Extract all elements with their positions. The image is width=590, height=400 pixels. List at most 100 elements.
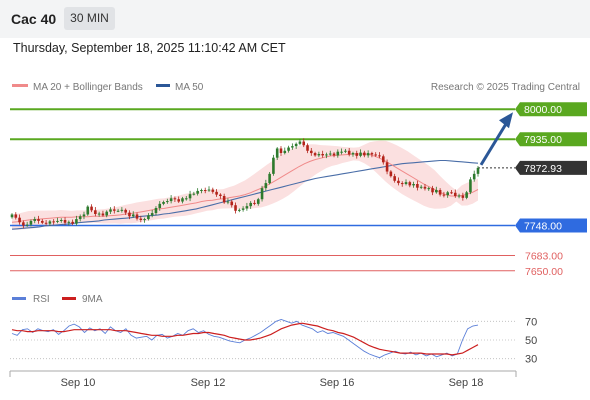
candle-body <box>287 147 290 151</box>
candle-body <box>328 153 332 155</box>
candle-body <box>207 189 211 191</box>
projection-arrow-shaft <box>479 121 509 166</box>
candle-body <box>173 198 177 200</box>
level-tag-resistance <box>515 132 587 147</box>
candle-body <box>306 145 309 151</box>
candle-body <box>325 154 328 156</box>
candle-body <box>90 206 93 211</box>
candle-body <box>253 202 256 204</box>
candle-body <box>71 221 74 224</box>
rsi-ma-legend-swatch <box>62 297 76 300</box>
candle-body <box>344 150 347 152</box>
candle-body <box>211 189 215 192</box>
candle-body <box>245 206 249 209</box>
rsi-ma-legend-label: 9MA <box>82 294 103 305</box>
candle-body <box>423 186 427 189</box>
candle-body <box>310 150 313 154</box>
candle-body <box>264 183 268 189</box>
timeframe-button[interactable]: 30 MIN <box>64 7 115 30</box>
candle-body <box>63 220 67 223</box>
candle-body <box>41 220 44 223</box>
candle-body <box>124 209 127 213</box>
level-label-8000.00: 8000.00 <box>524 104 562 116</box>
candle-body <box>378 155 381 157</box>
candle-body <box>275 148 279 158</box>
candle-body <box>181 198 184 202</box>
ma20-legend-swatch <box>12 84 28 87</box>
candle-body <box>385 162 389 172</box>
candle-body <box>177 199 180 202</box>
level-tag-pivot <box>515 218 587 233</box>
candle-body <box>10 214 14 218</box>
candle-body <box>453 192 457 196</box>
candle-body <box>37 219 40 221</box>
candle-body <box>412 184 415 186</box>
candle-body <box>442 194 446 196</box>
candle-body <box>355 153 359 156</box>
candle-body <box>283 150 287 154</box>
copyright-text: Research © 2025 Trading Central <box>431 82 580 93</box>
candle-body <box>256 199 260 204</box>
candle-body <box>158 203 162 208</box>
ma50-line <box>11 159 479 230</box>
candle-body <box>374 154 378 156</box>
candle-body <box>238 209 241 211</box>
candle-body <box>215 191 218 195</box>
rsi-line <box>11 319 479 359</box>
candle-body <box>234 205 237 211</box>
candle-body <box>203 190 207 191</box>
candle-body <box>431 188 434 193</box>
rsi-tick-label: 50 <box>525 335 537 347</box>
candle-body <box>169 198 173 202</box>
candle-body <box>52 221 55 223</box>
candle-body <box>427 188 431 190</box>
candle-body <box>294 143 298 147</box>
candle-body <box>446 192 449 196</box>
candle-body <box>465 192 468 198</box>
level-label-7683.00: 7683.00 <box>525 251 563 263</box>
candle-body <box>404 182 408 184</box>
candle-body <box>200 190 203 191</box>
candle-body <box>351 153 355 155</box>
candle-body <box>469 179 472 193</box>
candle-body <box>25 224 29 226</box>
rsi-legend-swatch <box>12 297 26 300</box>
level-tag-current <box>515 160 587 175</box>
candle-body <box>260 188 264 200</box>
candle-body <box>291 146 294 148</box>
level-tag-resistance <box>515 102 587 117</box>
projection-arrow-head <box>499 112 513 129</box>
candle-body <box>476 167 480 174</box>
candle-body <box>438 190 442 195</box>
chart-datetime: Thursday, September 18, 2025 11:10:42 AM… <box>13 41 286 55</box>
candle-body <box>109 209 112 212</box>
candle-body <box>450 192 453 194</box>
candle-body <box>128 212 131 217</box>
candle-body <box>359 152 362 156</box>
candle-body <box>154 208 158 214</box>
candle-body <box>48 221 52 224</box>
candle-body <box>472 173 476 180</box>
candle-body <box>67 221 71 223</box>
candle-body <box>241 208 245 210</box>
ma50-legend-label: MA 50 <box>175 82 204 93</box>
candle-body <box>101 213 105 216</box>
rsi-legend-label: RSI <box>33 294 50 305</box>
candle-body <box>97 213 101 215</box>
candle-body <box>59 220 63 221</box>
candle-body <box>18 217 21 223</box>
candle-body <box>29 220 33 225</box>
candle-body <box>313 153 317 156</box>
candle-body <box>150 213 154 216</box>
candle-body <box>14 214 18 218</box>
level-label-7935.00: 7935.00 <box>524 134 562 146</box>
level-label-7748.00: 7748.00 <box>524 221 562 233</box>
candle-body <box>139 218 143 220</box>
candle-body <box>249 202 252 207</box>
candle-body <box>317 154 321 156</box>
candle-body <box>457 195 461 197</box>
candle-body <box>389 171 393 177</box>
candle-body <box>105 211 109 216</box>
x-tick-label: Sep 10 <box>61 377 96 389</box>
